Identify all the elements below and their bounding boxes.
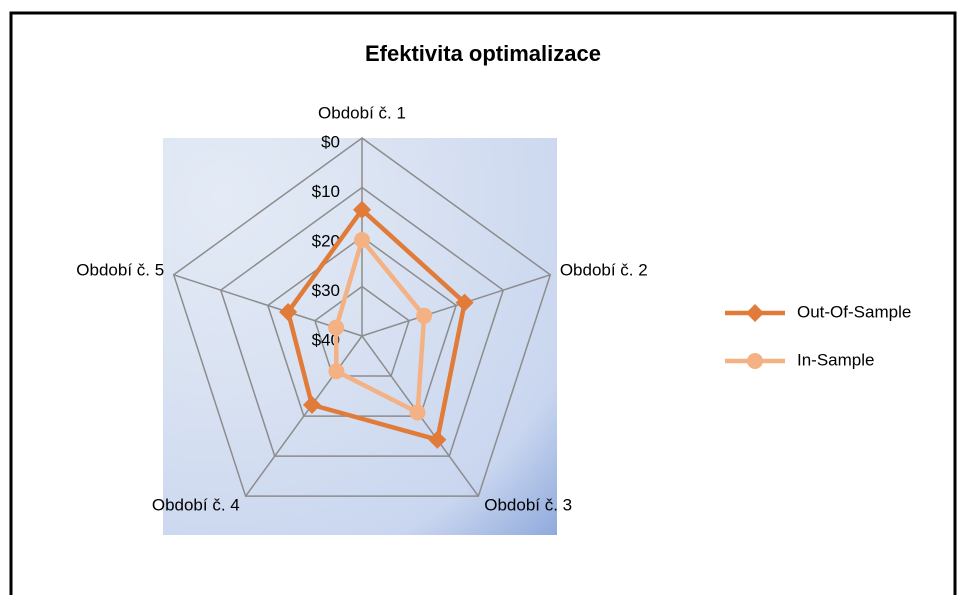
chart-title: Efektivita optimalizace [365, 41, 601, 66]
legend-marker [746, 304, 764, 322]
data-point [353, 200, 371, 219]
y-tick-label: $30 [312, 281, 340, 300]
category-label: Období č. 1 [318, 103, 406, 122]
legend-marker [747, 353, 763, 369]
grid-ring [314, 285, 410, 377]
grid-ring [172, 137, 552, 497]
y-tick-label: $40 [312, 330, 340, 349]
spoke [245, 335, 363, 497]
data-point [328, 319, 345, 336]
grid-ring [266, 236, 458, 417]
data-point [302, 395, 321, 414]
y-tick-label: $10 [312, 182, 340, 201]
category-label: Období č. 4 [152, 495, 240, 514]
data-point [354, 231, 370, 248]
data-point [416, 307, 433, 324]
legend-label: Out-Of-Sample [797, 302, 911, 321]
category-label: Období č. 3 [484, 495, 572, 514]
category-label: Období č. 2 [560, 261, 648, 280]
chart-border [9, 11, 957, 595]
data-point [455, 293, 474, 312]
data-point [409, 404, 426, 421]
y-tick-label: $20 [312, 231, 340, 250]
series-line [285, 207, 467, 442]
data-point [428, 430, 447, 449]
series-line [333, 237, 427, 415]
category-label: Období č. 5 [76, 261, 164, 280]
y-tick-label: $0 [321, 132, 340, 151]
plot-area [163, 138, 557, 535]
data-point [328, 363, 345, 380]
legend-label: In-Sample [797, 350, 874, 369]
grid-ring [219, 186, 505, 457]
spoke [361, 274, 551, 337]
data-point [279, 302, 298, 321]
